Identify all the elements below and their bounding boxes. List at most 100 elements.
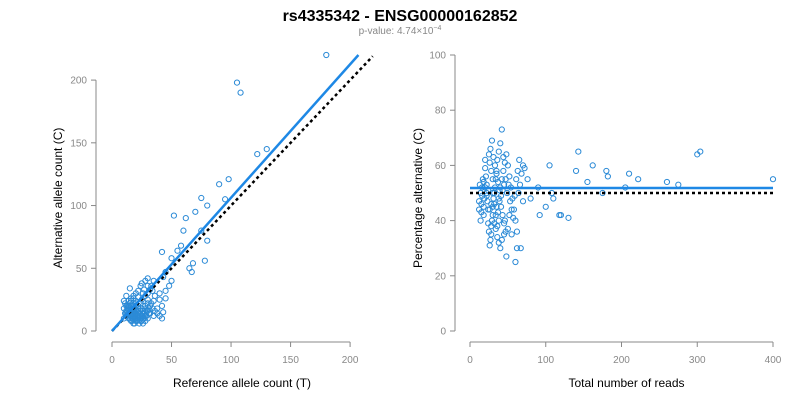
data-point-2 xyxy=(499,211,506,219)
data-point-1 xyxy=(166,282,173,289)
data-point-2 xyxy=(487,145,494,152)
y-tick-label-2: 20 xyxy=(435,271,447,282)
x-tick-label-1: 0 xyxy=(109,355,115,366)
data-point-2 xyxy=(475,206,483,213)
data-point-1 xyxy=(160,309,167,316)
data-point-2 xyxy=(516,181,524,188)
data-point-2 xyxy=(510,214,517,221)
x-tick-label-2: 100 xyxy=(537,355,554,366)
x-axis-label-1: Reference allele count (T) xyxy=(173,376,311,390)
data-point-2 xyxy=(502,176,509,183)
data-point-2 xyxy=(550,195,557,202)
data-point-1 xyxy=(151,292,158,299)
data-point-2 xyxy=(512,258,519,266)
y-tick-label-1: 0 xyxy=(81,327,87,338)
data-point-2 xyxy=(542,203,549,210)
data-point-2 xyxy=(572,167,580,175)
data-point-2 xyxy=(589,162,596,169)
x-tick-label-2: 200 xyxy=(613,355,630,366)
data-point-2 xyxy=(514,167,521,175)
data-point-1 xyxy=(198,194,205,202)
data-point-2 xyxy=(482,165,489,172)
y-tick-label-2: 40 xyxy=(435,216,447,227)
data-point-2 xyxy=(494,234,501,241)
data-point-2 xyxy=(495,148,502,155)
data-point-1 xyxy=(125,302,132,310)
data-point-2 xyxy=(485,151,493,158)
data-point-1 xyxy=(158,302,166,310)
data-point-1 xyxy=(156,296,163,303)
data-point-1 xyxy=(188,268,195,276)
data-point-1 xyxy=(168,255,175,262)
data-point-2 xyxy=(584,178,591,186)
data-point-2 xyxy=(504,162,511,169)
data-point-2 xyxy=(496,198,503,205)
left-scatter-plot: 0 50 100 150 200 0 50 100 150 200 Reference allele… xyxy=(51,51,374,390)
data-point-1 xyxy=(126,285,133,292)
data-point-2 xyxy=(486,159,493,166)
data-point-2 xyxy=(494,178,502,186)
data-point-2 xyxy=(663,178,671,186)
data-point-1 xyxy=(131,320,138,327)
data-point-2 xyxy=(494,223,501,230)
y-axis-label-1: Alternative allele count (C) xyxy=(51,128,65,269)
data-point-1 xyxy=(170,212,178,219)
data-point-2 xyxy=(489,176,496,183)
data-point-2 xyxy=(497,203,505,210)
data-point-2 xyxy=(477,217,484,224)
data-point-2 xyxy=(486,242,493,249)
data-point-1 xyxy=(192,208,199,215)
data-point-1 xyxy=(130,295,137,302)
data-point-1 xyxy=(141,286,148,293)
data-point-1 xyxy=(204,202,211,209)
data-point-2 xyxy=(694,151,701,158)
data-point-2 xyxy=(513,245,521,252)
data-point-2 xyxy=(486,206,493,213)
data-point-2 xyxy=(488,200,495,208)
data-point-2 xyxy=(488,167,495,175)
right-scatter-plot: 0 100 200 300 400 0 20 40 60 80 100 Total number of… xyxy=(411,51,782,391)
x-axis-label-2: Total number of reads xyxy=(568,376,684,390)
data-point-1 xyxy=(158,315,166,322)
fit-line-1 xyxy=(111,54,360,332)
data-point-1 xyxy=(168,277,175,284)
data-point-2 xyxy=(507,198,514,205)
y-tick-label-2: 80 xyxy=(435,106,447,117)
subtitle-exponent: −4 xyxy=(433,25,441,32)
data-point-2 xyxy=(491,162,499,169)
y-tick-label-1: 150 xyxy=(70,138,87,149)
data-point-2 xyxy=(493,170,500,177)
data-point-2 xyxy=(497,245,504,252)
data-point-2 xyxy=(536,211,543,219)
data-point-1 xyxy=(137,282,144,289)
subtitle-prefix: p-value: 4.74×10 xyxy=(359,26,434,37)
data-point-2 xyxy=(510,206,518,213)
data-point-2 xyxy=(524,176,531,183)
data-point-2 xyxy=(485,228,493,235)
data-point-2 xyxy=(491,200,498,208)
data-point-1 xyxy=(216,181,223,188)
data-point-2 xyxy=(482,156,489,163)
data-point-2 xyxy=(488,137,496,144)
figure-title: rs4335342 - ENSG00000162852 xyxy=(283,8,518,25)
data-point-2 xyxy=(508,231,515,238)
data-point-2 xyxy=(603,167,610,175)
data-point-2 xyxy=(492,211,499,219)
data-point-1 xyxy=(323,51,330,59)
data-point-1 xyxy=(180,227,187,234)
y-tick-label-2: 60 xyxy=(435,161,447,172)
data-point-2 xyxy=(498,126,505,133)
x-tick-label-1: 200 xyxy=(342,355,359,366)
data-point-1 xyxy=(237,89,244,96)
data-point-1 xyxy=(144,296,151,303)
x-tick-label-2: 0 xyxy=(467,355,473,366)
data-point-2 xyxy=(513,228,521,235)
data-point-2 xyxy=(556,211,563,219)
data-point-2 xyxy=(575,148,582,155)
data-point-2 xyxy=(504,189,511,197)
data-point-2 xyxy=(485,220,492,227)
y-tick-label-1: 200 xyxy=(70,76,87,87)
x-tick-label-1: 50 xyxy=(166,355,178,366)
